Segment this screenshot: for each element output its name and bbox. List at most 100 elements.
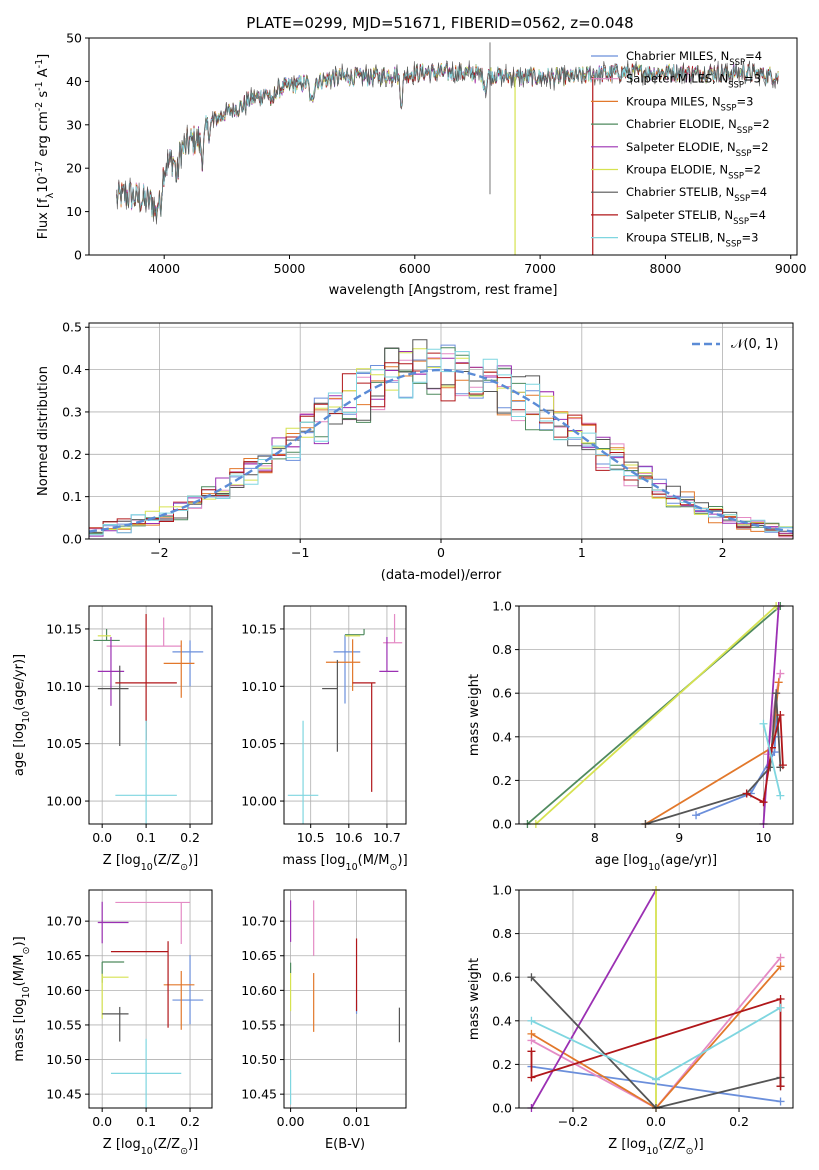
x-tick-label: 0.01 bbox=[343, 1114, 371, 1129]
legend-entry-sub: SSP bbox=[734, 194, 750, 204]
legend-entry: Chabrier STELIB, NSSP=4 bbox=[626, 185, 767, 204]
spectrum-panel: 4000 5000 6000 7000 8000 9000 0 10 20 30 40 50 Chabr… bbox=[34, 31, 807, 299]
x-tick-label: 10.6 bbox=[335, 830, 363, 845]
mass-weight-marker bbox=[776, 711, 785, 719]
mass-weight-marker bbox=[652, 1075, 660, 1084]
y-axis-label: age [log10(age/yr)] bbox=[12, 654, 32, 776]
y-tick-label: 50 bbox=[66, 31, 82, 46]
legend-entry: Chabrier MILES, NSSP=4 bbox=[626, 49, 762, 68]
errorbar-point bbox=[345, 628, 365, 636]
x-axis-label: E(B-V) bbox=[325, 1137, 365, 1152]
x-axis-label: mass [log10(M/M⊙)] bbox=[282, 853, 407, 873]
y-tick-label: 10.70 bbox=[241, 914, 277, 929]
y-tick-label: 0.4 bbox=[492, 729, 512, 744]
y-axis-label-part: A bbox=[36, 68, 51, 81]
y-tick-label: 10.15 bbox=[241, 621, 277, 636]
x-axis-label-part: Z [log bbox=[608, 1137, 646, 1152]
legend-entry-text: Salpeter ELODIE, N bbox=[626, 140, 736, 154]
x-tick-label: 0.0 bbox=[92, 830, 112, 845]
legend-entry-text: Kroupa STELIB, N bbox=[626, 231, 726, 245]
x-axis-label-part: wavelength [Angstrom, rest frame] bbox=[329, 283, 558, 298]
y-tick-label: 0.2 bbox=[492, 1057, 512, 1072]
x-axis-label-part: Z [log bbox=[103, 853, 141, 868]
legend-entry-sub: SSP bbox=[728, 81, 744, 91]
y-axis-label-part: Flux [f bbox=[36, 198, 51, 239]
x-tick-label: −0.2 bbox=[558, 1114, 588, 1129]
errorbar-point bbox=[333, 634, 361, 704]
y-axis-label-part: mass weight bbox=[467, 674, 482, 756]
x-tick-label: 1 bbox=[578, 545, 586, 560]
legend-entry: Salpeter ELODIE, NSSP=2 bbox=[626, 140, 769, 159]
y-axis-label-part: λ bbox=[45, 192, 56, 198]
z-mass-panel: 0.0 0.1 0.2 10.45 10.50 10.55 10.60 10.65 10.70 Z… bbox=[12, 889, 213, 1157]
y-tick-label: 10.65 bbox=[46, 948, 82, 963]
mass-weight-series-line bbox=[530, 997, 782, 1087]
errorbar-point bbox=[101, 961, 125, 983]
legend-entry-text: Salpeter STELIB, N bbox=[626, 208, 733, 222]
y-tick-label: 10.10 bbox=[241, 679, 277, 694]
errorbar-point bbox=[110, 1038, 182, 1108]
x-axis-label-part: age [log bbox=[595, 853, 648, 868]
x-axis-label-part: 10 bbox=[646, 1146, 658, 1157]
x-axis-label: Z [log10(Z/Z⊙)] bbox=[103, 853, 198, 873]
legend-entry: Kroupa STELIB, NSSP=3 bbox=[626, 231, 758, 250]
axes-frame bbox=[518, 889, 794, 1109]
x-axis-label-part: ⊙ bbox=[180, 1146, 188, 1157]
y-tick-label: 30 bbox=[66, 117, 82, 132]
y-axis-label-part: 10 bbox=[21, 986, 32, 998]
legend-entry-text: Kroupa ELODIE, N bbox=[626, 163, 728, 177]
y-axis-label-part: -1 bbox=[34, 81, 45, 90]
mass-weight-marker bbox=[527, 1073, 536, 1082]
errorbar-point bbox=[287, 720, 319, 824]
y-axis-label-part: 10 bbox=[36, 176, 51, 193]
x-axis-label-part: (M/M bbox=[358, 853, 390, 868]
y-tick-label: 40 bbox=[66, 74, 82, 89]
errorbar-point bbox=[115, 614, 177, 741]
x-axis-label-part: (data-model)/error bbox=[381, 568, 502, 583]
mass-weight-marker bbox=[692, 811, 701, 820]
x-tick-label: 2 bbox=[719, 545, 727, 560]
x-tick-label: 9 bbox=[675, 830, 683, 845]
mass-weight-marker bbox=[772, 689, 781, 698]
y-tick-label: 10.60 bbox=[46, 983, 82, 998]
mass-weight-marker bbox=[778, 761, 787, 770]
x-tick-label: 0.1 bbox=[136, 1114, 156, 1129]
y-tick-label: 0.2 bbox=[492, 773, 512, 788]
legend-entry-text: Kroupa MILES, N bbox=[626, 94, 721, 108]
x-axis-label-part: 10 bbox=[648, 862, 660, 873]
mass-weight-marker bbox=[776, 995, 785, 1003]
x-tick-label: 0.2 bbox=[180, 1114, 200, 1129]
residuals-panel: −2 −1 0 1 2 0.0 0.1 0.2 0.3 0.4 0.5 𝒩(0, 1) (data-mo… bbox=[36, 320, 794, 583]
x-tick-label: 0.2 bbox=[180, 830, 200, 845]
x-tick-label: 7000 bbox=[524, 261, 556, 276]
x-tick-label: −2 bbox=[150, 545, 168, 560]
y-axis-label-part: mass weight bbox=[467, 958, 482, 1040]
legend-entry-sub: SSP bbox=[728, 172, 744, 182]
errorbar-point bbox=[97, 901, 129, 944]
y-tick-label: 10.45 bbox=[241, 1087, 277, 1102]
x-tick-label: 0.1 bbox=[136, 830, 156, 845]
y-tick-label: 10.00 bbox=[46, 794, 82, 809]
x-axis-label: wavelength [Angstrom, rest frame] bbox=[329, 283, 558, 298]
x-axis-label-part: )] bbox=[398, 853, 408, 868]
errorbar-point bbox=[115, 901, 191, 944]
errorbar-point bbox=[101, 973, 129, 1019]
legend-entry-tail: =3 bbox=[744, 72, 761, 86]
y-axis-label-part: ] bbox=[36, 54, 51, 59]
x-axis-label-part: )] bbox=[188, 853, 198, 868]
y-tick-label: 10.55 bbox=[241, 1017, 277, 1032]
axes-frame bbox=[88, 889, 213, 1109]
mass-weight-series-line bbox=[526, 606, 781, 824]
mass-weight-marker bbox=[774, 678, 783, 687]
legend-entry-text: Chabrier ELODIE, N bbox=[626, 117, 737, 131]
y-tick-label: 1.0 bbox=[492, 599, 512, 614]
x-axis-label-part: 10 bbox=[141, 1146, 153, 1157]
y-tick-label: 10 bbox=[66, 204, 82, 219]
x-axis-label-part: )] bbox=[694, 1137, 704, 1152]
legend-entry-sub: SSP bbox=[737, 126, 753, 136]
legend-entry-sub: SSP bbox=[721, 103, 737, 113]
mass-weight-marker bbox=[776, 953, 785, 962]
legend-entry: Salpeter STELIB, NSSP=4 bbox=[626, 208, 766, 227]
